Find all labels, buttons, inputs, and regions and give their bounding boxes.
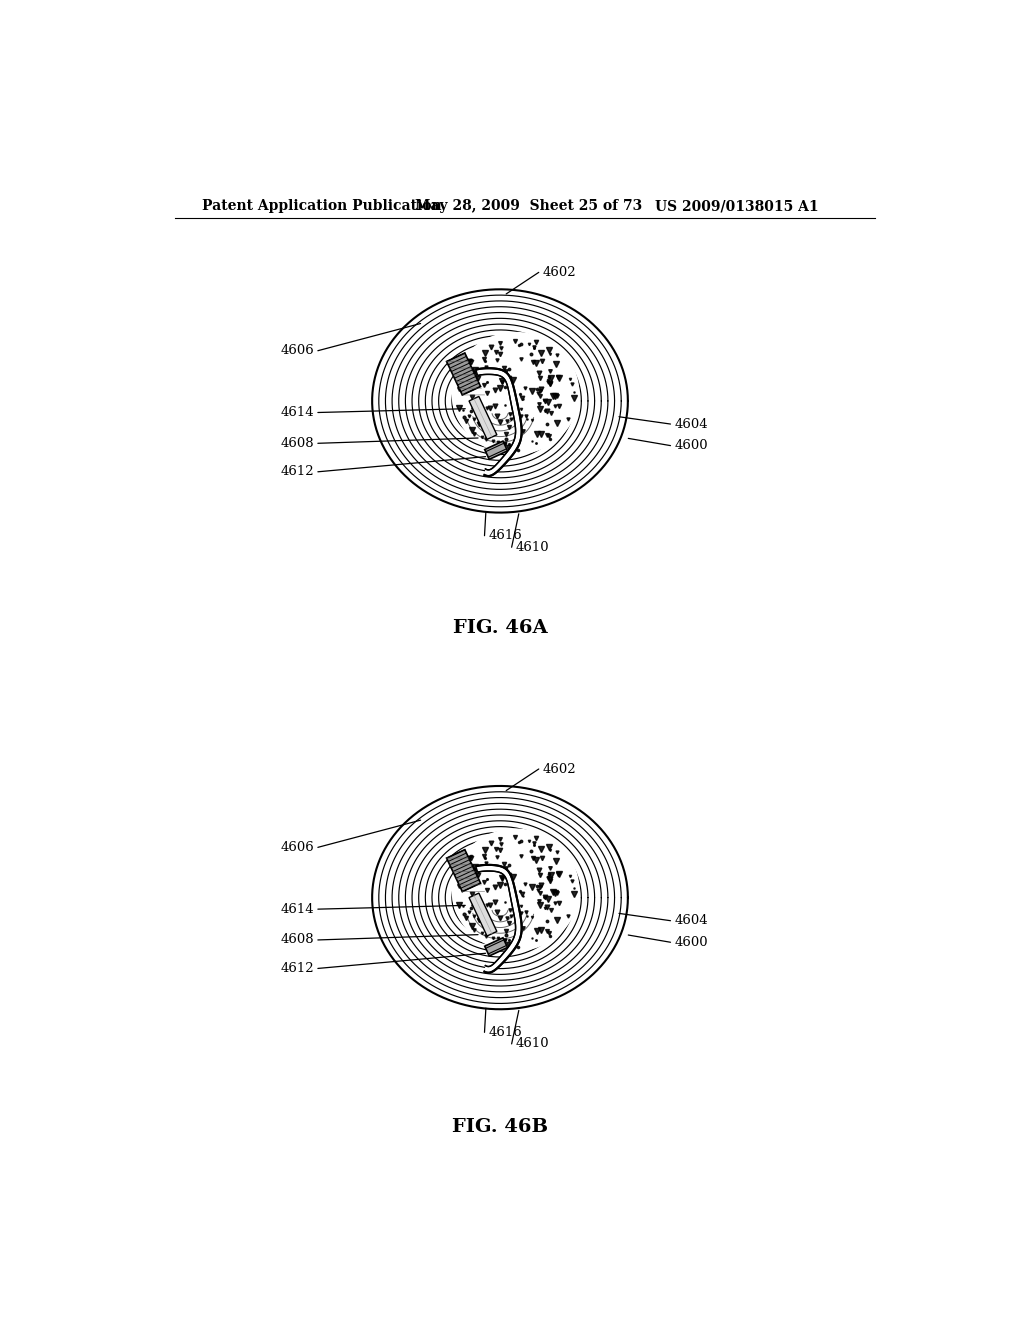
Text: 4608: 4608 [281,437,314,450]
Text: 4616: 4616 [488,529,522,543]
Polygon shape [469,396,497,440]
Text: 4604: 4604 [675,417,708,430]
Text: 4606: 4606 [281,345,314,358]
Polygon shape [452,829,580,952]
Text: 4614: 4614 [281,903,314,916]
Text: 4604: 4604 [675,915,708,927]
Text: 4600: 4600 [675,936,708,949]
Polygon shape [469,894,497,936]
Polygon shape [476,368,521,477]
Text: 4612: 4612 [281,465,314,478]
Text: 4612: 4612 [281,962,314,975]
Text: 4614: 4614 [281,407,314,418]
Text: FIG. 46B: FIG. 46B [452,1118,548,1137]
Text: FIG. 46A: FIG. 46A [453,619,547,638]
Text: 4616: 4616 [488,1026,522,1039]
Text: 4610: 4610 [515,1038,549,1051]
Text: 4602: 4602 [543,763,577,776]
Polygon shape [452,331,580,454]
Polygon shape [484,441,508,459]
Text: 4606: 4606 [281,841,314,854]
Text: US 2009/0138015 A1: US 2009/0138015 A1 [655,199,818,213]
Text: 4600: 4600 [675,440,708,453]
Text: May 28, 2009  Sheet 25 of 73: May 28, 2009 Sheet 25 of 73 [415,199,642,213]
Polygon shape [476,865,521,973]
Text: 4610: 4610 [515,541,549,554]
Polygon shape [484,937,508,956]
Polygon shape [446,850,480,891]
Text: Patent Application Publication: Patent Application Publication [202,199,441,213]
Text: 4608: 4608 [281,933,314,946]
Text: 4602: 4602 [543,265,577,279]
Polygon shape [446,352,480,395]
